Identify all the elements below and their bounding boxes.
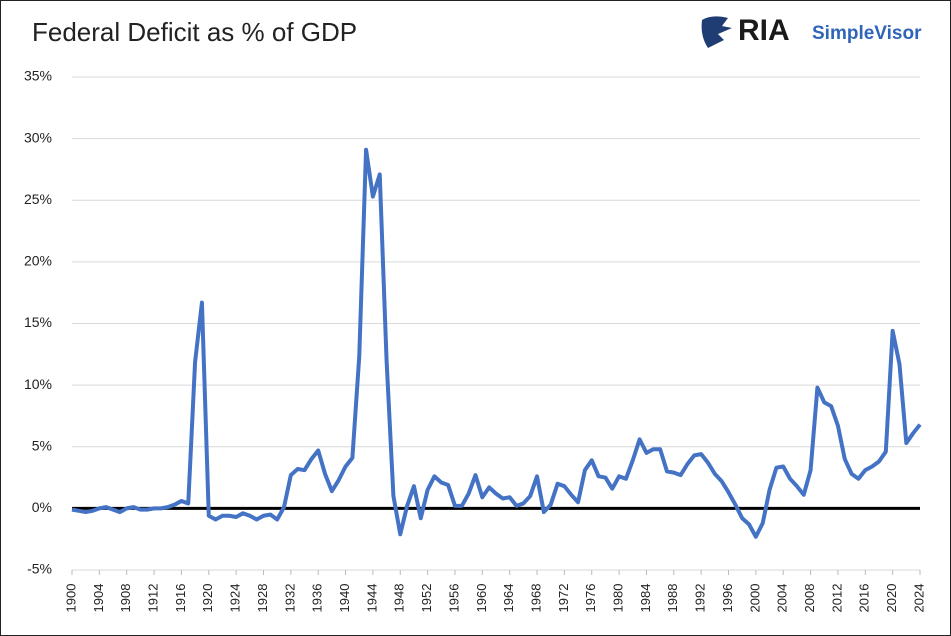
x-tick-label: 1980 <box>611 584 626 613</box>
x-tick-label: 1992 <box>693 584 708 613</box>
x-tick-label: 1996 <box>720 584 735 613</box>
x-tick-label: 1956 <box>446 584 461 613</box>
y-tick-label: 0% <box>32 499 52 515</box>
x-tick-label: 1920 <box>200 584 215 613</box>
x-tick-label: 2020 <box>884 584 899 613</box>
x-tick-label: 1948 <box>392 584 407 613</box>
y-tick-label: 10% <box>24 376 52 392</box>
x-tick-label: 1972 <box>556 584 571 613</box>
chart-title: Federal Deficit as % of GDP <box>32 17 357 47</box>
y-tick-label: 25% <box>24 191 52 207</box>
x-tick-label: 1968 <box>528 584 543 613</box>
x-tick-label: 2008 <box>802 584 817 613</box>
x-tick-label: 1960 <box>474 584 489 613</box>
x-tick-label: 1976 <box>583 584 598 613</box>
x-tick-label: 1900 <box>63 584 78 613</box>
x-tick-label: 1964 <box>501 584 516 613</box>
x-tick-label: 2004 <box>775 584 790 613</box>
y-tick-label: -5% <box>27 561 52 577</box>
x-tick-label: 1908 <box>118 584 133 613</box>
y-tick-label: 30% <box>24 129 52 145</box>
y-tick-label: 5% <box>32 437 52 453</box>
data-line <box>71 147 922 539</box>
y-tick-label: 35% <box>24 68 52 84</box>
x-tick-label: 2024 <box>911 584 926 613</box>
x-tick-label: 2016 <box>857 584 872 613</box>
y-tick-label: 15% <box>24 314 52 330</box>
x-tick-label: 2012 <box>829 584 844 613</box>
logo-product: SimpleVisor <box>812 23 922 44</box>
x-tick-label: 1936 <box>310 584 325 613</box>
x-tick-label: 1944 <box>364 584 379 613</box>
x-tick-label: 1916 <box>173 584 188 613</box>
x-tick-label: 2000 <box>747 584 762 613</box>
x-tick-label: 1988 <box>665 584 680 613</box>
x-tick-label: 1932 <box>282 584 297 613</box>
x-tick-label: 1912 <box>146 584 161 613</box>
logo-brand: RIA <box>738 14 790 47</box>
logo-icon <box>701 16 732 48</box>
y-tick-label: 20% <box>24 253 52 269</box>
logo: RIA SimpleVisor <box>701 14 922 48</box>
x-tick-label: 1904 <box>91 584 106 613</box>
x-tick-label: 1984 <box>638 584 653 613</box>
x-tick-label: 1952 <box>419 584 434 613</box>
x-tick-label: 1940 <box>337 584 352 613</box>
x-tick-label: 1928 <box>255 584 270 613</box>
x-tick-label: 1924 <box>228 584 243 613</box>
